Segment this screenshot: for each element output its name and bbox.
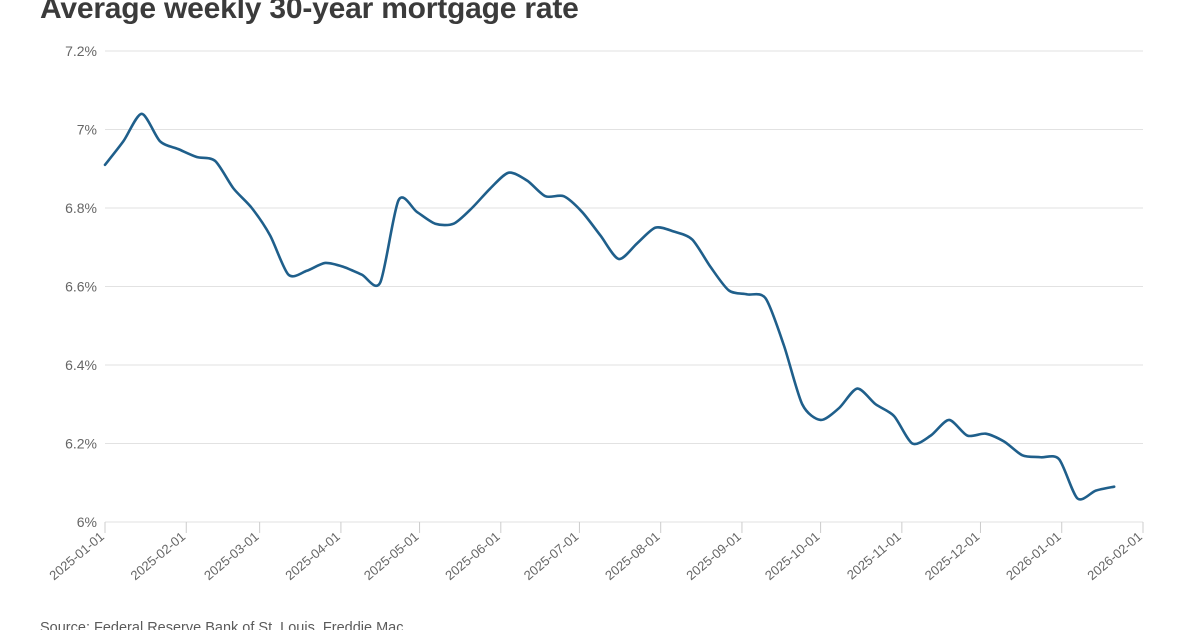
svg-text:2025-04-01: 2025-04-01 bbox=[282, 529, 343, 583]
svg-text:2026-01-01: 2026-01-01 bbox=[1003, 529, 1064, 583]
svg-text:6%: 6% bbox=[77, 514, 97, 530]
svg-text:7%: 7% bbox=[77, 122, 97, 138]
svg-text:2025-05-01: 2025-05-01 bbox=[361, 529, 422, 583]
svg-text:2025-10-01: 2025-10-01 bbox=[762, 529, 823, 583]
svg-text:6.4%: 6.4% bbox=[65, 357, 97, 373]
svg-text:2025-03-01: 2025-03-01 bbox=[201, 529, 262, 583]
svg-text:2025-01-01: 2025-01-01 bbox=[46, 529, 107, 583]
svg-text:6.6%: 6.6% bbox=[65, 279, 97, 295]
svg-text:2025-06-01: 2025-06-01 bbox=[442, 529, 503, 583]
svg-text:6.2%: 6.2% bbox=[65, 436, 97, 452]
svg-text:2025-12-01: 2025-12-01 bbox=[922, 529, 983, 583]
svg-text:2025-07-01: 2025-07-01 bbox=[521, 529, 582, 583]
svg-text:2025-11-01: 2025-11-01 bbox=[844, 529, 904, 583]
svg-text:2025-09-01: 2025-09-01 bbox=[683, 529, 744, 583]
svg-text:7.2%: 7.2% bbox=[65, 43, 97, 59]
svg-text:2025-08-01: 2025-08-01 bbox=[602, 529, 663, 583]
svg-text:2026-02-01: 2026-02-01 bbox=[1084, 529, 1145, 583]
svg-text:6.8%: 6.8% bbox=[65, 200, 97, 216]
svg-text:2025-02-01: 2025-02-01 bbox=[128, 529, 189, 583]
